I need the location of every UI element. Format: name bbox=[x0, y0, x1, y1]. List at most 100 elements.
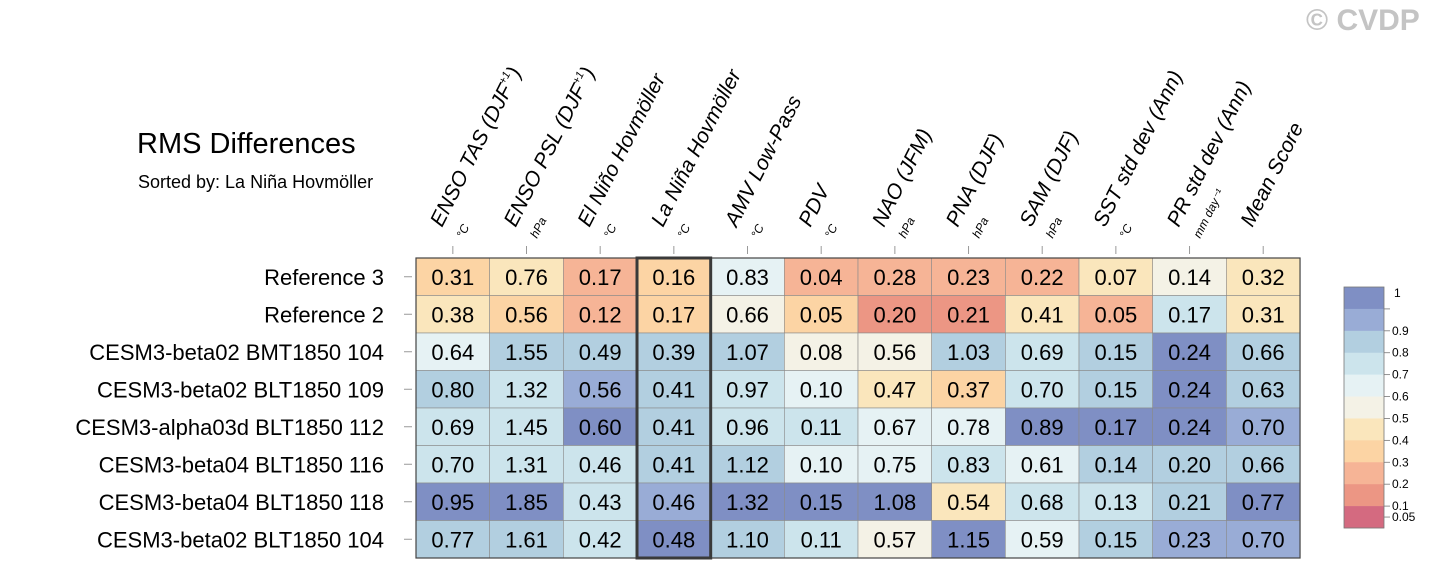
cell-value: 0.66 bbox=[1242, 340, 1285, 365]
heatmap-cell bbox=[415, 370, 490, 409]
cell-value: 0.83 bbox=[947, 452, 990, 477]
column-label-text: SAM (DJF) bbox=[1015, 127, 1083, 230]
column-label-text: Mean Score bbox=[1236, 119, 1308, 230]
heatmap-cell bbox=[1005, 520, 1080, 559]
colorbar-segment bbox=[1344, 418, 1384, 441]
heatmap-cell bbox=[415, 295, 490, 334]
cell-value: 0.59 bbox=[1021, 527, 1064, 552]
cell-value: 0.69 bbox=[431, 415, 474, 440]
heatmap-cell bbox=[931, 520, 1006, 559]
cell-value: 0.47 bbox=[873, 377, 916, 402]
row-label: Reference 3 bbox=[264, 265, 384, 290]
colorbar-segment bbox=[1344, 330, 1384, 354]
chart-subtitle: Sorted by: La Niña Hovmöller bbox=[138, 172, 374, 192]
cell-value: 0.08 bbox=[800, 340, 843, 365]
colorbar-label: 1 bbox=[1394, 286, 1401, 300]
cell-value: 0.41 bbox=[1021, 302, 1064, 327]
cell-value: 0.49 bbox=[579, 340, 622, 365]
cell-value: 0.23 bbox=[947, 265, 990, 290]
cell-value: 0.95 bbox=[431, 490, 474, 515]
cell-value: 0.89 bbox=[1021, 415, 1064, 440]
colorbar-segment bbox=[1344, 287, 1384, 310]
column-label: SAM (DJF)hPa bbox=[1015, 127, 1083, 240]
cell-value: 0.57 bbox=[873, 527, 916, 552]
colorbar-segment bbox=[1344, 506, 1384, 529]
heatmap-cell bbox=[784, 407, 859, 446]
heatmap-cell bbox=[1226, 407, 1301, 446]
heatmap-cell bbox=[710, 520, 785, 559]
colorbar-label: 0.3 bbox=[1392, 455, 1409, 469]
heatmap-cell bbox=[1078, 407, 1154, 446]
cell-value: 0.46 bbox=[652, 490, 695, 515]
cell-value: 0.70 bbox=[1242, 527, 1285, 552]
colorbar-label: 0.7 bbox=[1392, 368, 1409, 382]
heatmap-cell bbox=[1152, 257, 1227, 296]
cell-value: 0.43 bbox=[579, 490, 622, 515]
colorbar-label: 0.5 bbox=[1392, 411, 1409, 425]
cell-value: 0.70 bbox=[431, 452, 474, 477]
cell-value: 0.39 bbox=[652, 340, 695, 365]
cell-value: 0.66 bbox=[726, 302, 769, 327]
cell-value: 1.85 bbox=[505, 490, 548, 515]
heatmap-cell bbox=[563, 332, 638, 371]
heatmap-cell bbox=[489, 370, 564, 409]
cell-value: 1.55 bbox=[505, 340, 548, 365]
cell-value: 0.37 bbox=[947, 377, 990, 402]
row-label: CESM3-beta04 BLT1850 116 bbox=[99, 452, 384, 477]
heatmap-cell bbox=[489, 445, 564, 484]
cell-value: 0.31 bbox=[431, 265, 474, 290]
cell-value: 1.12 bbox=[726, 452, 769, 477]
heatmap-cell bbox=[636, 407, 711, 446]
colorbar-label: 0.8 bbox=[1392, 346, 1409, 360]
cell-value: 0.78 bbox=[947, 415, 990, 440]
column-unit: hPa bbox=[896, 215, 918, 241]
cell-value: 0.38 bbox=[431, 302, 474, 327]
heatmap-cell bbox=[1078, 520, 1154, 559]
cell-value: 0.46 bbox=[579, 452, 622, 477]
cell-value: 0.11 bbox=[801, 415, 842, 440]
heatmap-cell bbox=[1078, 482, 1154, 521]
cell-value: 0.10 bbox=[800, 377, 843, 402]
cell-value: 0.21 bbox=[1168, 490, 1211, 515]
heatmap-cell bbox=[563, 370, 638, 409]
cell-value: 0.70 bbox=[1021, 377, 1064, 402]
row-label: Reference 2 bbox=[264, 302, 384, 327]
heatmap-cell bbox=[1226, 257, 1301, 296]
cell-value: 0.77 bbox=[1242, 490, 1285, 515]
cell-value: 0.48 bbox=[652, 527, 695, 552]
heatmap-cell bbox=[1078, 445, 1154, 484]
highlighted-column-box bbox=[635, 256, 713, 560]
cell-value: 1.61 bbox=[505, 527, 548, 552]
cell-value: 0.22 bbox=[1021, 265, 1064, 290]
cell-value: 0.10 bbox=[800, 452, 843, 477]
heatmap-cell bbox=[415, 445, 490, 484]
heatmap-border bbox=[415, 257, 1301, 559]
heatmap-cell bbox=[1226, 332, 1301, 371]
cell-value: 0.69 bbox=[1021, 340, 1064, 365]
cell-value: 0.60 bbox=[579, 415, 622, 440]
heatmap-cell bbox=[1005, 370, 1080, 409]
heatmap-cell bbox=[563, 482, 638, 521]
cell-value: 0.54 bbox=[947, 490, 990, 515]
heatmap-cell bbox=[710, 370, 785, 409]
cell-value: 0.17 bbox=[1094, 415, 1137, 440]
colorbar-segment bbox=[1344, 352, 1384, 375]
cell-value: 0.24 bbox=[1168, 415, 1211, 440]
cell-value: 0.70 bbox=[1242, 415, 1285, 440]
cell-value: 0.15 bbox=[800, 490, 843, 515]
heatmap-cell bbox=[415, 482, 490, 521]
cell-value: 1.15 bbox=[947, 527, 990, 552]
colorbar-label: 0.05 bbox=[1392, 510, 1416, 524]
cell-value: 1.03 bbox=[947, 340, 990, 365]
cell-value: 0.56 bbox=[873, 340, 916, 365]
cell-value: 0.56 bbox=[505, 302, 548, 327]
column-unit: °C bbox=[1117, 222, 1136, 241]
colorbar: 1 0.9 0.8 0.7 0.6 0.5 0.4 0.3 0.2 0.10.05 bbox=[1343, 286, 1416, 529]
heatmap-cell bbox=[636, 520, 711, 559]
cell-value: 0.31 bbox=[1242, 302, 1285, 327]
cell-value: 0.76 bbox=[505, 265, 548, 290]
column-unit: °C bbox=[748, 222, 767, 241]
cell-value: 0.21 bbox=[947, 302, 990, 327]
row-label: CESM3-beta02 BLT1850 104 bbox=[97, 527, 384, 552]
